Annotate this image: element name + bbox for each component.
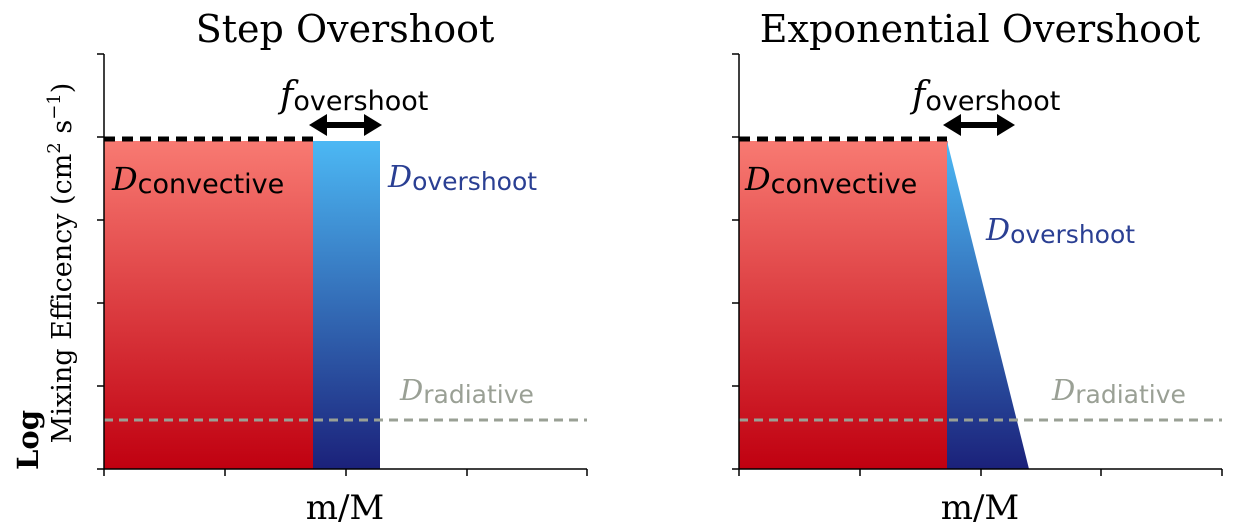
d-radiative-label: Dradiative: [1051, 373, 1186, 409]
x-axis-label: m/M: [941, 488, 1020, 528]
d-overshoot-label: Dovershoot: [985, 213, 1135, 249]
panel-step-overshoot: Step Overshoot: [97, 7, 588, 528]
convective-region: [739, 141, 948, 469]
y-axis-label-main: Mixing Efficency (cm2 s−1): [44, 83, 78, 444]
y-axis-ticks: [97, 53, 104, 470]
d-radiative-label: Dradiative: [399, 373, 534, 409]
panel-title: Exponential Overshoot: [760, 7, 1200, 51]
d-overshoot-label: Dovershoot: [387, 160, 537, 196]
panel-exponential-overshoot: Exponential Overshoot: [732, 7, 1223, 528]
panel-title: Step Overshoot: [196, 7, 494, 51]
x-axis-ticks: [738, 469, 1223, 476]
f-overshoot-arrow: [309, 114, 382, 136]
f-overshoot-label: fovershoot: [909, 75, 1060, 117]
x-axis-ticks: [103, 469, 588, 476]
overshoot-region: [313, 141, 380, 469]
f-overshoot-arrow: [943, 114, 1015, 136]
d-convective-label: Dconvective: [111, 160, 284, 200]
x-axis-label: m/M: [306, 488, 385, 528]
overshoot-region: [947, 141, 1029, 469]
y-axis-ticks: [732, 53, 739, 470]
d-convective-label: Dconvective: [744, 160, 917, 200]
convective-region: [104, 141, 314, 469]
y-axis-label-log: Log: [11, 410, 45, 470]
f-overshoot-label: fovershoot: [277, 75, 428, 117]
